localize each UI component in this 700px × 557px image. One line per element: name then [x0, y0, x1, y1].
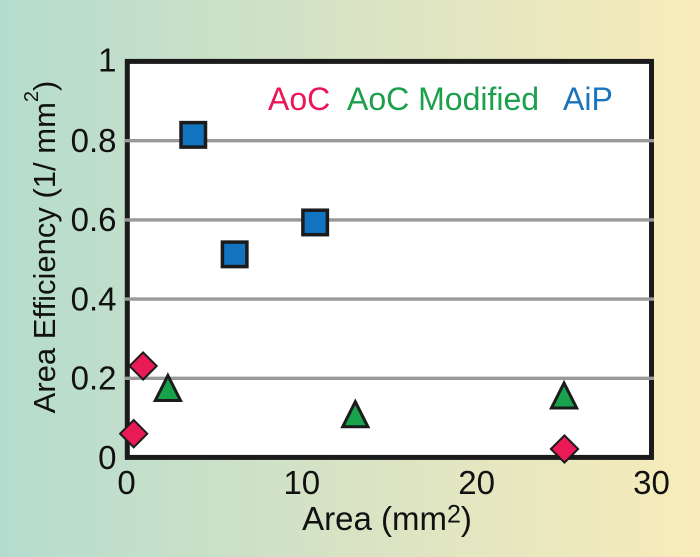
svg-text:30: 30 [633, 464, 670, 501]
svg-text:0.8: 0.8 [71, 122, 117, 159]
svg-text:0: 0 [117, 464, 135, 501]
svg-text:0.2: 0.2 [71, 360, 117, 397]
svg-text:0.4: 0.4 [71, 280, 117, 317]
svg-text:Area (mm2): Area (mm2) [302, 500, 472, 537]
svg-text:20: 20 [458, 464, 495, 501]
svg-text:1: 1 [98, 42, 116, 79]
svg-text:AoC: AoC [268, 81, 330, 117]
svg-text:AiP: AiP [563, 81, 613, 117]
svg-text:0: 0 [98, 439, 116, 476]
svg-text:AoC Modified: AoC Modified [347, 81, 539, 117]
svg-text:Area Efficiency (1/ mm2): Area Efficiency (1/ mm2) [21, 81, 62, 414]
svg-text:0.6: 0.6 [71, 201, 117, 238]
svg-text:10: 10 [283, 464, 320, 501]
